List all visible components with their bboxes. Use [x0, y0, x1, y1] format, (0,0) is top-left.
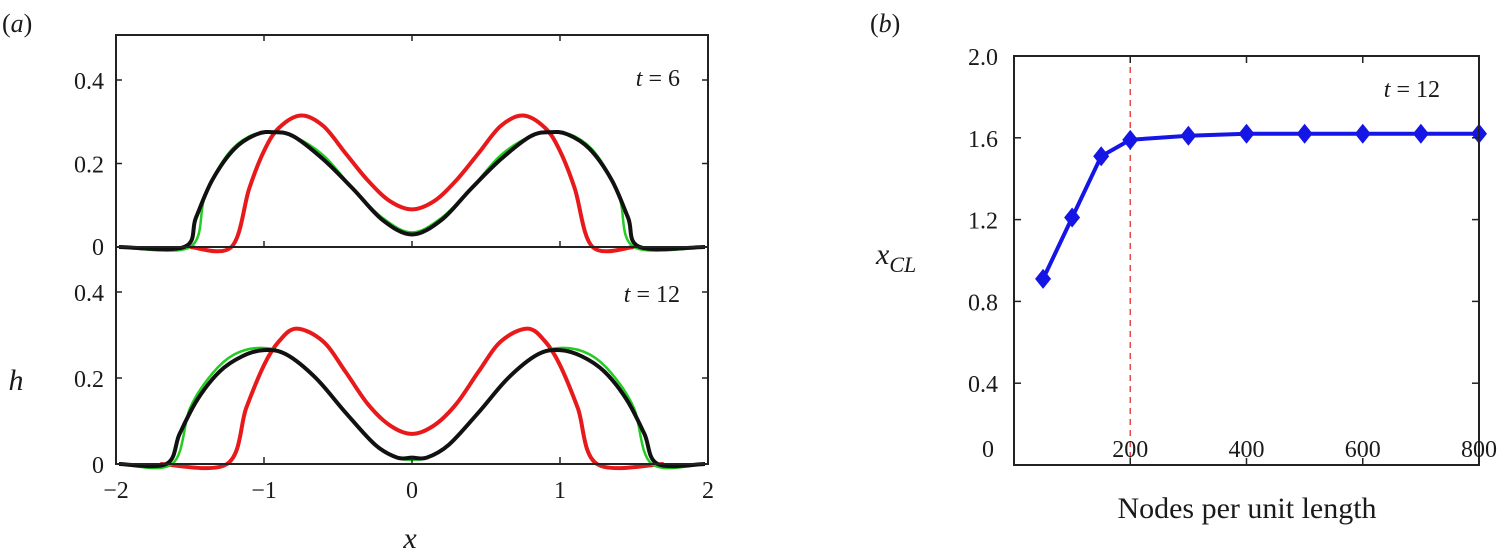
y-tick-label: 0.4: [968, 372, 998, 398]
data-point: [1412, 123, 1429, 144]
subplot-a2-annotation: t = 12: [624, 282, 680, 308]
y-tick-label: 0.2: [74, 153, 104, 179]
data-point: [1180, 125, 1197, 146]
y-tick-label: 0: [92, 235, 104, 261]
panel-a-y-axis-label: h: [9, 364, 24, 397]
subplot-a1-series-line: [118, 129, 706, 252]
y-tick-label: 0.4: [74, 281, 104, 307]
y-tick-label: 0.2: [74, 367, 104, 393]
x-tick-label: 600: [1345, 437, 1381, 463]
y-tick-label: 0.4: [74, 69, 104, 95]
x-tick-label: 400: [1229, 437, 1265, 463]
data-point: [1296, 123, 1313, 144]
panel-b-series-line: [1041, 131, 1479, 280]
y-tick-label: 1.2: [968, 209, 998, 235]
panel-b-y-axis-label: xCL: [875, 238, 916, 277]
data-point: [1093, 146, 1110, 167]
x-tick-label: 200: [1112, 437, 1148, 463]
panel-a: (a) 0 0.2 0.4 t = 6 0 0.2 0.4 t = 12 −2 −1 0 1 2…: [2, 9, 714, 555]
x-tick-label: 2: [702, 478, 714, 504]
panel-b-frame: [1013, 55, 1480, 466]
subplot-a2-curves: [118, 326, 706, 471]
y-tick-label: 0: [92, 453, 104, 479]
subplot-a2: 0 0.2 0.4 t = 12: [74, 246, 709, 479]
y-tick-label: 1.6: [968, 127, 998, 153]
x-tick-label: 0: [406, 478, 418, 504]
x-tick-label: 0: [982, 437, 994, 463]
y-tick-label: 0.8: [968, 290, 998, 316]
panel-a-x-axis-label: x: [402, 522, 417, 555]
panel-b-x-axis-label: Nodes per unit length: [1117, 492, 1376, 525]
panel-a-label: (a): [2, 9, 32, 38]
subplot-a2-frame: [115, 246, 709, 465]
subplot-a2-series-line: [118, 347, 706, 469]
subplot-a1-curves: [118, 113, 706, 254]
panel-b-annotation: t = 12: [1384, 77, 1440, 103]
subplot-a2-series-line: [118, 346, 706, 470]
x-tick-label: −2: [103, 478, 129, 504]
data-point: [1035, 268, 1052, 289]
x-tick-label: 1: [554, 478, 566, 504]
x-tick-label: 800: [1461, 437, 1497, 463]
data-point: [1064, 207, 1081, 228]
y-tick-label: 2.0: [968, 45, 998, 71]
subplot-a1-frame: [115, 34, 709, 248]
data-point: [1238, 123, 1255, 144]
data-point: [1122, 129, 1139, 150]
panel-b-label: (b): [870, 9, 900, 38]
x-tick-label: −1: [251, 478, 277, 504]
subplot-a1-annotation: t = 6: [636, 66, 680, 92]
data-point: [1354, 123, 1371, 144]
subplot-a2-series-line: [160, 326, 664, 471]
subplot-a1-series-line: [189, 113, 635, 254]
subplot-a1: 0 0.2 0.4 t = 6: [74, 34, 709, 261]
